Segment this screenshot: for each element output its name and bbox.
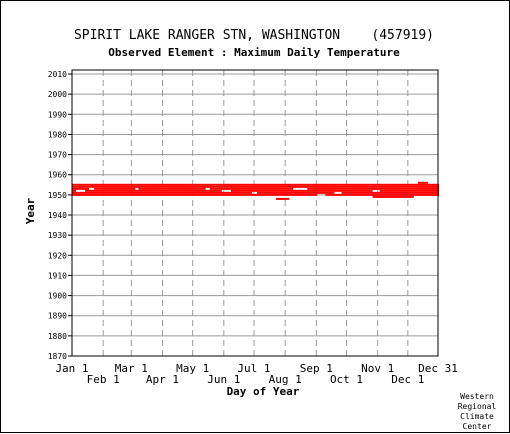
x-axis-label: Day of Year [227, 385, 300, 398]
x-axis-ticks: Jan 1 Mar 1 May 1 Jul 1 Sep 1 Nov 1 Dec 31 Feb … [55, 362, 457, 386]
grid-lines [72, 70, 438, 357]
y-tick-label-1940: 1940 [48, 211, 67, 220]
data-run-1954-1 [72, 185, 440, 188]
plot-border [71, 69, 439, 357]
x-tick-label-upper-1: Jan 1 [55, 362, 88, 375]
data-run-1951-185 [257, 191, 335, 194]
y-tick-label-1990: 1990 [48, 110, 67, 119]
wrcc-credit: Western Regional Climate Center [458, 392, 497, 431]
y-tick-label-1900: 1900 [48, 292, 67, 301]
data-run-1953-23 [94, 187, 136, 190]
data-run-1948-204 [276, 197, 290, 200]
x-tick-label-lower-91: Apr 1 [146, 373, 179, 386]
x-tick-label-lower-213: Aug 1 [269, 373, 302, 386]
y-tick-label-1910: 1910 [48, 271, 67, 280]
y-tick-label-1970: 1970 [48, 151, 67, 160]
chart-title: SPIRIT LAKE RANGER STN, WASHINGTON (4579… [74, 28, 434, 43]
credit-line-2: Regional [458, 402, 497, 411]
x-tick-label-lower-152: Jun 1 [207, 373, 240, 386]
data-run-1953-67 [138, 187, 206, 190]
y-tick-label-2010: 2010 [48, 70, 67, 79]
x-tick-label-lower-335: Dec 1 [391, 373, 424, 386]
x-tick-label-lower-274: Oct 1 [330, 373, 363, 386]
y-tick-label-2000: 2000 [48, 90, 67, 99]
y-tick-label-1890: 1890 [48, 312, 67, 321]
x-tick-label-upper-182: Jul 1 [237, 362, 270, 375]
data-run-1952-159 [230, 189, 373, 192]
x-tick-label-upper-305: Nov 1 [361, 362, 394, 375]
credit-line-1: Western [460, 392, 494, 401]
x-tick-label-upper-121: May 1 [176, 362, 209, 375]
data-run-1956-345 [417, 181, 428, 184]
data-run-1953-1 [72, 187, 90, 190]
x-tick-label-upper-244: Sep 1 [300, 362, 333, 375]
data-run-1951-269 [341, 191, 440, 194]
y-axis-ticks: 1870 1880 1890 1900 1910 1920 1930 1940 1950 1960… [48, 70, 72, 361]
x-tick-label-lower-32: Feb 1 [87, 373, 120, 386]
y-axis-label: Year [24, 197, 37, 224]
y-tick-label-1920: 1920 [48, 251, 67, 260]
data-run-1949-300 [372, 195, 414, 198]
y-tick-label-1980: 1980 [48, 130, 67, 139]
data-run-1950-1 [72, 193, 318, 196]
data-marks [72, 181, 440, 200]
data-run-1953-235 [307, 187, 440, 190]
y-tick-label-1870: 1870 [48, 352, 67, 361]
data-run-1950-253 [325, 193, 440, 196]
data-run-1951-1 [72, 191, 252, 194]
data-run-1953-138 [209, 187, 294, 190]
data-run-1952-307 [379, 189, 440, 192]
y-tick-label-1930: 1930 [48, 231, 67, 240]
x-tick-label-upper-60: Mar 1 [115, 362, 148, 375]
credit-line-4: Center [463, 422, 492, 431]
y-tick-label-1950: 1950 [48, 191, 67, 200]
data-run-1955-1 [72, 183, 440, 186]
data-run-1952-14 [85, 189, 222, 192]
y-tick-label-1960: 1960 [48, 171, 67, 180]
data-run-1952-1 [72, 189, 77, 192]
credit-line-3: Climate [460, 412, 494, 421]
y-tick-label-1880: 1880 [48, 332, 67, 341]
chart-subtitle: Observed Element : Maximum Daily Tempera… [108, 46, 400, 59]
x-tick-label-upper-365: Dec 31 [418, 362, 458, 375]
